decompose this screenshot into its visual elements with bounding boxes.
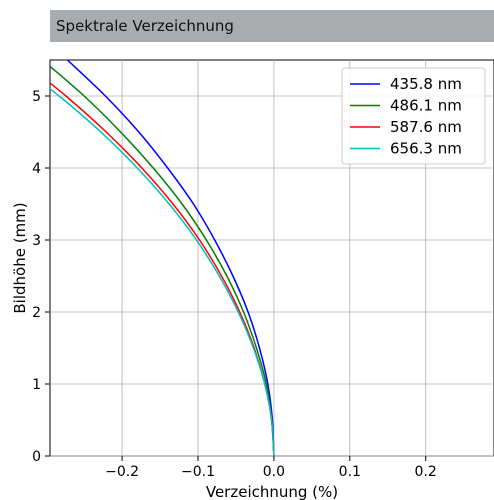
y-tick-label: 1 bbox=[32, 377, 41, 393]
y-tick-label: 3 bbox=[32, 233, 41, 249]
x-tick-label: 0.2 bbox=[415, 464, 437, 480]
x-tick-label: −0.1 bbox=[181, 464, 215, 480]
y-tick-label: 2 bbox=[32, 305, 41, 321]
x-axis-title: Verzeichnung (%) bbox=[206, 483, 338, 500]
series-line-486-1-nm bbox=[50, 65, 275, 456]
legend-label: 587.6 nm bbox=[390, 118, 462, 136]
series-line-435-8-nm bbox=[66, 60, 275, 456]
legend-box bbox=[341, 67, 486, 165]
series-layer bbox=[50, 60, 275, 456]
legend-label: 435.8 nm bbox=[390, 75, 462, 93]
legend-label: 656.3 nm bbox=[390, 140, 462, 158]
legend-label: 486.1 nm bbox=[390, 97, 462, 115]
axis-ticks: −0.2 −0.1 0.0 0.1 0.2 0 1 2 3 4 5 bbox=[32, 89, 437, 480]
chart-header-title: Spektrale Verzeichnung bbox=[56, 17, 234, 35]
y-tick-label: 0 bbox=[32, 449, 41, 465]
x-tick-label: 0.1 bbox=[339, 464, 361, 480]
y-tick-label: 4 bbox=[32, 161, 41, 177]
x-tick-label: 0.0 bbox=[263, 464, 285, 480]
series-line-656-3-nm bbox=[50, 87, 275, 456]
x-tick-label: −0.2 bbox=[105, 464, 139, 480]
legend: 435.8 nm 486.1 nm 587.6 nm 656.3 nm bbox=[341, 67, 486, 165]
y-axis-title: Bildhöhe (mm) bbox=[11, 202, 29, 313]
y-tick-label: 5 bbox=[32, 89, 41, 105]
chart-header-bar: Spektrale Verzeichnung bbox=[50, 10, 494, 42]
